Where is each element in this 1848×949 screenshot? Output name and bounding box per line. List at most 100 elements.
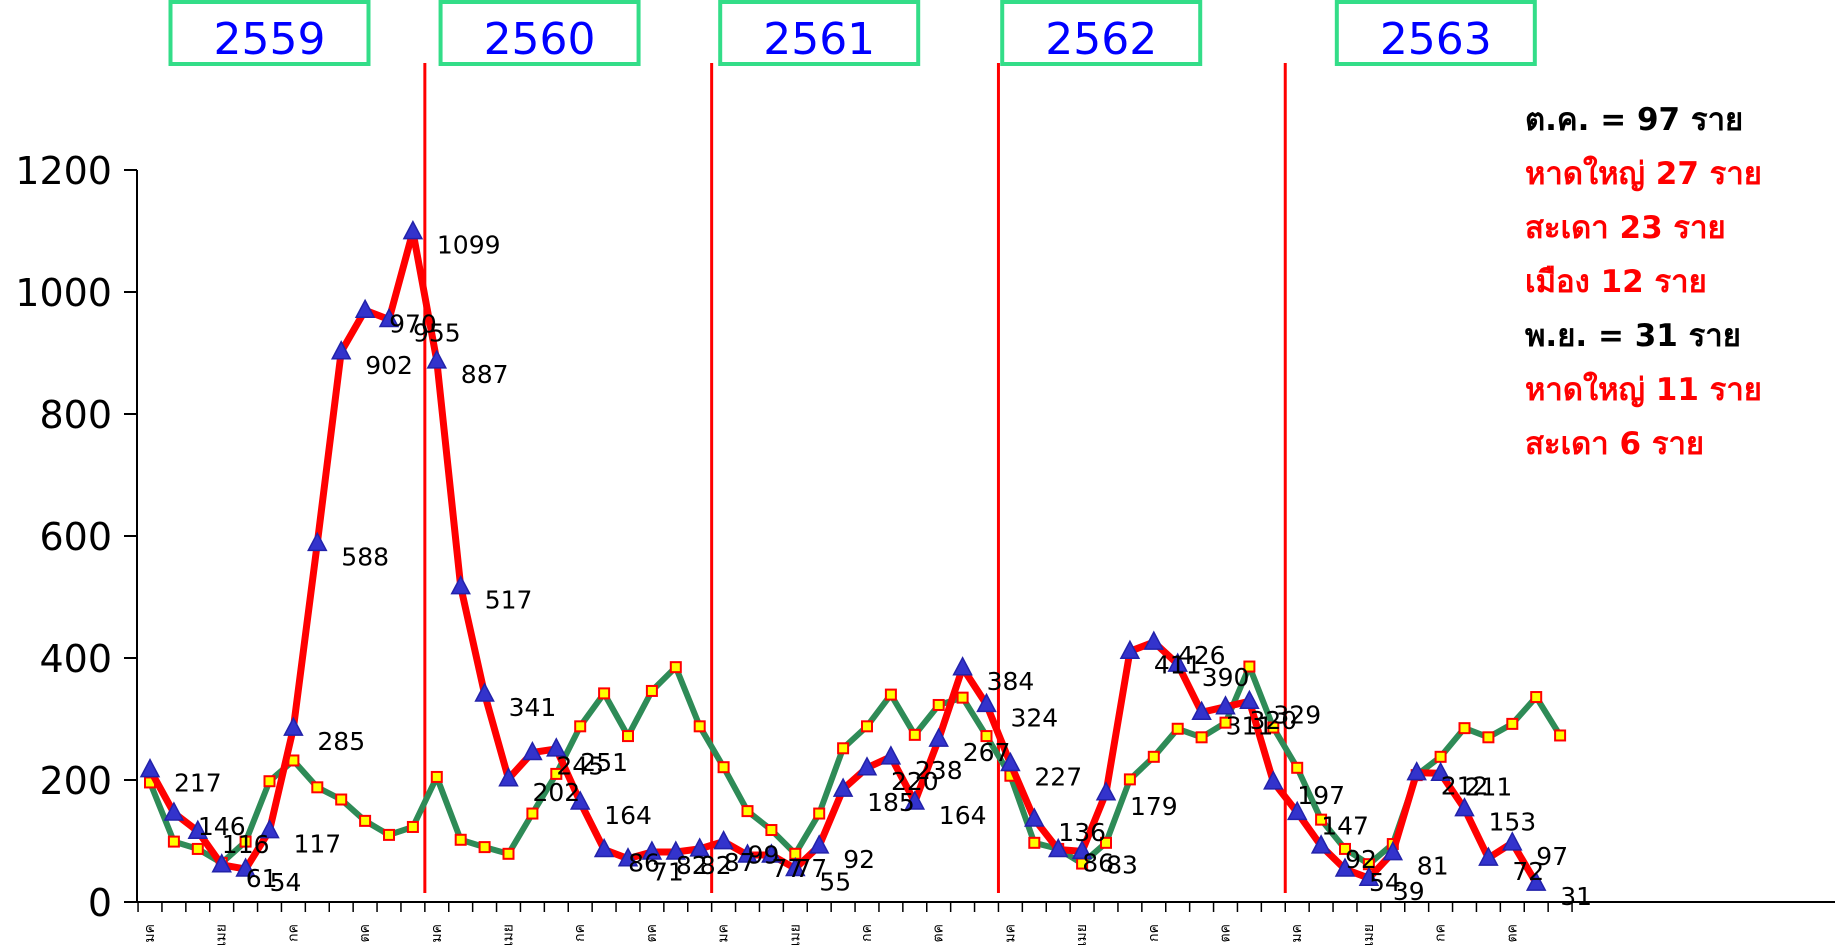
red-series-point (976, 692, 997, 713)
data-label: 71 (652, 858, 684, 887)
data-label: 99 (748, 841, 780, 870)
green-series-point (861, 720, 873, 733)
green-series-point (1458, 722, 1471, 735)
red-series-point (1430, 761, 1451, 782)
red-series-point (1143, 630, 1165, 650)
green-series-point (1506, 717, 1519, 730)
year-label: 2560 (484, 14, 596, 65)
annotation-text: เมือง 12 ราย (1525, 264, 1707, 300)
red-series-point (832, 777, 854, 797)
data-label: 77 (795, 854, 827, 883)
data-label: 116 (222, 830, 270, 859)
data-label: 86 (1082, 849, 1114, 878)
year-label: 2562 (1045, 14, 1157, 65)
x-tick-label: ตค (1218, 924, 1234, 942)
y-tick-label: 1200 (15, 149, 112, 193)
green-series-point (1195, 731, 1208, 744)
data-label: 81 (1417, 852, 1449, 881)
x-tick-label: เมย (787, 924, 803, 945)
x-tick-label: มค (716, 924, 732, 943)
green-series-point (932, 698, 945, 711)
green-series-point (1028, 836, 1041, 849)
data-label: 245 (556, 752, 604, 781)
data-label: 164 (939, 801, 987, 830)
red-series-point (187, 819, 209, 839)
green-series-point (1219, 716, 1232, 729)
data-label: 238 (915, 756, 963, 785)
red-series-point (1071, 839, 1093, 860)
red-series-point (330, 340, 352, 360)
red-series-point (498, 767, 519, 787)
green-series-point (622, 730, 634, 743)
red-series-point (880, 745, 902, 765)
data-label: 970 (389, 309, 437, 338)
green-series-point (1100, 836, 1112, 849)
data-label: 146 (198, 812, 246, 841)
x-tick-label: กค (859, 924, 875, 942)
red-series-point (259, 819, 280, 839)
y-tick-label: 1000 (15, 271, 112, 315)
green-series-point (1434, 750, 1447, 763)
green-series-point (645, 684, 658, 697)
green-series-point (550, 767, 563, 780)
red-series-point (737, 843, 758, 863)
data-label: 82 (700, 851, 732, 880)
red-series-point (665, 840, 687, 860)
data-label: 179 (1130, 792, 1178, 821)
red-series-point (617, 847, 639, 867)
red-series-point (163, 801, 185, 821)
green-series-point (167, 835, 180, 848)
red-series-point (1286, 800, 1308, 821)
green-series-point (813, 807, 826, 820)
data-label: 147 (1321, 811, 1369, 840)
year-box (1334, 0, 1537, 66)
red-series-point (1095, 781, 1117, 801)
green-series-point (956, 691, 969, 704)
green-series-point (1315, 813, 1328, 826)
year-box (438, 0, 641, 66)
green-series-point (1147, 750, 1160, 763)
data-label: 164 (604, 801, 652, 830)
green-series-point (478, 841, 491, 854)
y-tick-label: 600 (39, 515, 112, 559)
red-series-point (856, 756, 878, 776)
year-box (1000, 0, 1203, 66)
data-label: 902 (365, 351, 413, 380)
year-label: 2561 (763, 14, 875, 65)
x-tick-label: มค (142, 924, 158, 943)
red-series-point (952, 656, 973, 676)
green-series-point (669, 661, 682, 674)
green-series-point (502, 847, 515, 860)
data-label: 324 (1011, 703, 1059, 732)
red-series-point (1191, 700, 1212, 721)
green-series-point (454, 833, 467, 846)
data-label: 136 (1058, 818, 1106, 847)
green-series-point (383, 828, 395, 841)
red-series-point (1334, 857, 1356, 877)
red-series-point (1047, 837, 1069, 858)
green-series-point (741, 805, 754, 818)
y-tick-label: 0 (88, 881, 112, 925)
x-tick-label: มค (429, 924, 445, 943)
red-series-point (1310, 834, 1332, 854)
year-box (718, 0, 921, 66)
green-series-point (598, 687, 611, 700)
x-tick-label: มค (1289, 924, 1305, 943)
x-tick-label: ตค (1504, 924, 1520, 942)
data-label: 588 (341, 542, 389, 571)
data-label: 97 (1536, 842, 1568, 871)
red-series-point (569, 790, 591, 810)
data-label: 426 (1178, 641, 1226, 670)
data-label: 82 (676, 851, 708, 880)
green-series-point (1123, 773, 1136, 786)
red-series-point (1502, 831, 1523, 851)
red-series-point (713, 830, 734, 850)
red-series-point (808, 834, 830, 854)
annotation-text: ต.ค. = 97 ราย (1525, 102, 1743, 138)
y-tick-label: 800 (39, 393, 112, 437)
data-label: 311 (1226, 711, 1274, 740)
x-tick-label: ตค (644, 924, 660, 942)
data-label: 267 (963, 738, 1011, 767)
year-box (168, 0, 371, 66)
green-series-point (239, 835, 252, 848)
